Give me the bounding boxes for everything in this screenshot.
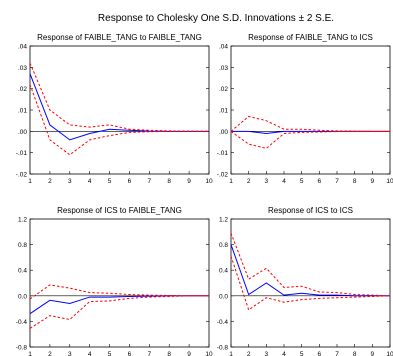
lower-band-line [29,84,209,156]
x-tick-label: 5 [108,351,112,356]
lower-band-line [230,130,390,149]
y-tick-label: -0.4 [217,319,229,326]
x-tick-label: 7 [148,178,152,185]
x-tick-label: 2 [48,351,52,356]
lower-band-line [29,295,209,329]
y-tick-label: .04 [18,44,27,51]
x-tick-label: 10 [386,351,393,356]
upper-band-line [230,232,391,297]
x-tick-label: 8 [353,351,357,356]
x-tick-label: 2 [48,178,52,185]
upper-band-line [29,62,210,132]
lower-band-line [230,255,391,311]
y-tick-label: -.02 [16,172,28,179]
x-tick-label: 10 [205,178,213,185]
x-tick-label: 10 [386,178,393,185]
panel-2: Response of FAIBLE_TANG to ICS -.02 -.01 .0… [217,33,393,185]
x-tick-label: 5 [108,178,112,185]
x-tick-label: 6 [318,351,322,356]
x-tick-label: 7 [335,178,339,185]
y-tick-label: .04 [219,44,228,51]
x-tick-label: 1 [28,351,32,356]
x-tick-label: 10 [205,351,213,356]
y-tick-label: -0.4 [16,319,28,326]
x-tick-label: 4 [282,178,286,185]
response-line [29,73,209,141]
x-tick-label: 9 [187,178,191,185]
y-tick-label: -.01 [16,150,28,157]
x-tick-label: 3 [265,178,269,185]
x-tick-label: 7 [335,351,339,356]
panel-1: Response of FAIBLE_TANG to FAIBLE_TANG -.… [16,33,213,185]
plot-frame [230,45,391,175]
x-tick-label: 8 [167,178,171,185]
y-tick-label: 1.2 [18,217,27,224]
y-tick-label: 1.2 [219,217,228,224]
x-tick-label: 6 [318,178,322,185]
response-line [29,295,209,315]
x-tick-label: 8 [353,178,357,185]
y-tick-label: .02 [18,86,27,93]
y-tick-label: 0.0 [18,293,27,300]
y-tick-label: 0.0 [219,293,228,300]
x-tick-label: 8 [167,351,171,356]
x-tick-label: 4 [88,351,92,356]
x-tick-label: 5 [300,351,304,356]
x-tick-label: 9 [187,351,191,356]
x-tick-label: 4 [88,178,92,185]
y-tick-label: .01 [219,108,228,115]
x-tick-label: 9 [371,351,375,356]
y-tick-label: 0.4 [219,268,228,275]
y-tick-label: -.01 [217,150,229,157]
x-tick-label: 3 [68,178,72,185]
x-tick-label: 6 [128,351,132,356]
panel-3: Response of ICS to FAIBLE_TANG -0.8 -0.4 0.… [16,206,213,356]
upper-band-line [29,284,209,300]
x-tick-label: 6 [128,178,132,185]
y-tick-label: .03 [18,65,27,72]
y-tick-label: .00 [219,129,228,136]
x-tick-label: 2 [247,351,251,356]
plot-frame [29,45,210,175]
upper-band-line [230,115,390,132]
figure-title: Response to Cholesky One S.D. Innovation… [98,13,334,24]
y-tick-label: 0.8 [18,242,27,249]
panel-title: Response of FAIBLE_TANG to ICS [248,33,373,42]
x-tick-label: 7 [148,351,152,356]
y-tick-label: .01 [18,108,27,115]
y-tick-label: 0.4 [18,268,27,275]
y-tick-label: 0.8 [219,242,228,249]
response-line [230,244,390,297]
y-tick-label: .03 [219,65,228,72]
plot-frame [29,218,210,348]
panel-title: Response of ICS to ICS [268,206,353,215]
panel-4: Response of ICS to ICS -0.8 -0.4 0.0 0.4 0.8 1… [217,206,393,356]
y-tick-label: -.02 [217,172,229,179]
panel-title: Response of FAIBLE_TANG to FAIBLE_TANG [37,33,202,42]
x-tick-label: 4 [282,351,286,356]
y-tick-label: -0.8 [16,345,28,352]
x-tick-label: 3 [68,351,72,356]
y-tick-label: -0.8 [217,345,229,352]
x-tick-label: 9 [371,178,375,185]
x-tick-label: 5 [300,178,304,185]
panel-title: Response of ICS to FAIBLE_TANG [57,206,182,215]
plot-frame [230,218,391,348]
x-tick-label: 2 [247,178,251,185]
x-tick-label: 1 [229,351,233,356]
x-tick-label: 1 [229,178,233,185]
x-tick-label: 1 [28,178,32,185]
y-tick-label: .02 [219,86,228,93]
panels: Response of FAIBLE_TANG to FAIBLE_TANG -.… [16,33,393,356]
x-tick-label: 3 [265,351,269,356]
y-tick-label: .00 [18,129,27,136]
